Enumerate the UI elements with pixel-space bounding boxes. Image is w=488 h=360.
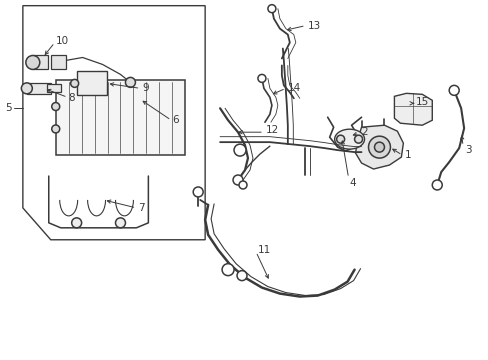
Circle shape — [72, 218, 81, 228]
Circle shape — [258, 75, 265, 82]
Text: 1: 1 — [404, 150, 410, 160]
Circle shape — [21, 83, 32, 94]
Text: 10: 10 — [56, 36, 69, 46]
Circle shape — [267, 5, 275, 13]
Bar — [33, 55, 48, 69]
Text: 15: 15 — [414, 97, 427, 107]
Circle shape — [431, 180, 441, 190]
Circle shape — [233, 175, 243, 185]
Circle shape — [368, 136, 389, 158]
Text: 12: 12 — [265, 125, 279, 135]
Text: 6: 6 — [172, 115, 179, 125]
Polygon shape — [355, 125, 403, 169]
Circle shape — [239, 181, 246, 189]
Polygon shape — [394, 93, 431, 125]
Circle shape — [52, 125, 60, 133]
Circle shape — [52, 103, 60, 111]
Text: 2: 2 — [361, 127, 367, 137]
Text: 14: 14 — [287, 84, 301, 93]
Text: 9: 9 — [142, 84, 149, 93]
Circle shape — [234, 144, 245, 156]
Bar — [51, 55, 65, 69]
Text: 3: 3 — [464, 145, 471, 155]
Text: 11: 11 — [258, 245, 271, 255]
Text: 5: 5 — [5, 103, 12, 113]
Circle shape — [237, 271, 246, 280]
Circle shape — [26, 55, 40, 69]
Bar — [77, 71, 106, 95]
Text: 4: 4 — [349, 178, 355, 188]
Bar — [56, 80, 185, 155]
Bar — [47, 84, 61, 92]
Circle shape — [125, 77, 135, 87]
Circle shape — [374, 142, 384, 152]
Circle shape — [71, 80, 79, 87]
Circle shape — [115, 218, 125, 228]
Bar — [27, 83, 51, 94]
Circle shape — [222, 264, 234, 276]
Text: 8: 8 — [68, 93, 75, 103]
Circle shape — [336, 135, 344, 143]
Circle shape — [354, 135, 362, 143]
Text: 13: 13 — [307, 21, 320, 31]
Circle shape — [193, 187, 203, 197]
Text: 7: 7 — [138, 203, 145, 213]
Circle shape — [448, 85, 458, 95]
Ellipse shape — [334, 129, 364, 149]
